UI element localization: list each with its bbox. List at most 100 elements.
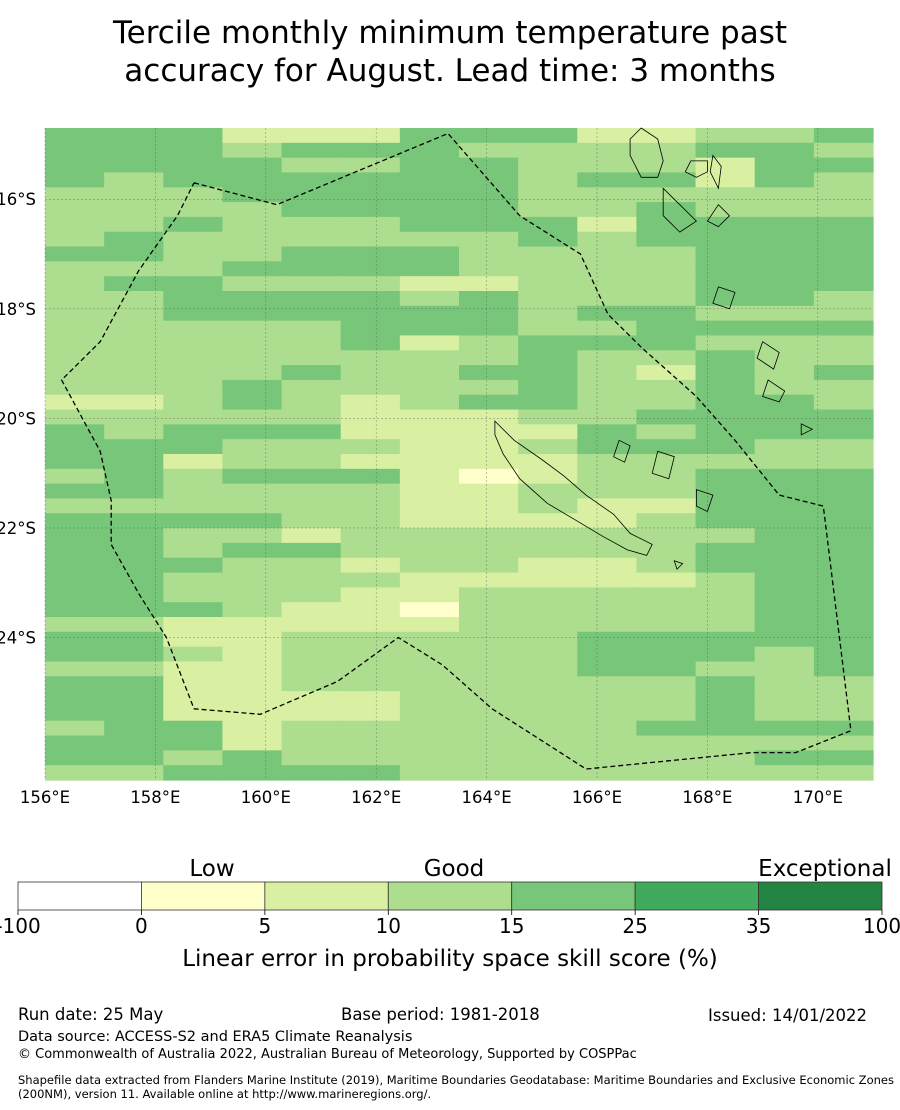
grid-cell (459, 765, 519, 781)
lat-tick-label: 16°S (0, 190, 36, 209)
grid-cell (281, 765, 342, 781)
grid-cell (163, 261, 224, 277)
grid-cell (104, 394, 164, 411)
coastlines (494, 127, 814, 570)
lat-tick-label: 24°S (0, 629, 36, 648)
grid-cell (163, 276, 224, 292)
grid-cell (281, 468, 342, 485)
colorbar-bin (634, 881, 759, 911)
grid-cell (163, 439, 224, 455)
grid-cell (104, 720, 164, 737)
grid-cell (459, 187, 519, 203)
grid-cell (163, 765, 224, 781)
grid-cell (222, 394, 283, 411)
grid-cell (695, 735, 756, 751)
grid-cell (104, 617, 164, 633)
grid-cell (163, 691, 224, 707)
grid-cell (45, 379, 105, 396)
grid-cell (459, 172, 519, 188)
eez-boundary-line (60, 132, 852, 770)
grid-cell (813, 631, 874, 648)
grid-cell (399, 409, 460, 425)
lon-tick-label: 166°E (572, 788, 622, 807)
grid-cell (636, 320, 697, 337)
grid-cell (518, 602, 578, 618)
grid-cell (695, 528, 756, 544)
grid-cell (518, 691, 578, 707)
grid-cell (813, 231, 874, 248)
grid-cell (163, 587, 224, 603)
grid-cell (399, 542, 460, 559)
grid-cell (577, 705, 638, 722)
issued-date: Issued: 14/01/2022 (708, 1006, 868, 1025)
grid-cell (518, 365, 578, 381)
grid-cell (518, 216, 578, 233)
grid-cell (459, 424, 519, 440)
grid-cell (163, 335, 224, 351)
grid-cell (399, 291, 460, 307)
grid-cell (104, 602, 164, 618)
grid-cell (577, 617, 638, 633)
grid-cell (636, 216, 697, 233)
grid-cell (695, 365, 756, 381)
grid-cell (459, 691, 519, 707)
data-source: Data source: ACCESS-S2 and ERA5 Climate … (18, 1029, 413, 1045)
grid-cell (45, 424, 105, 440)
grid-cell (518, 142, 578, 159)
grid-cell (281, 528, 342, 544)
grid-cell (399, 172, 460, 188)
grid-cell (754, 261, 815, 277)
grid-cell (45, 617, 105, 633)
grid-cell (636, 557, 697, 574)
grid-cell (754, 468, 815, 485)
grid-cell (104, 335, 164, 351)
grid-cell (813, 261, 874, 277)
grid-cell (695, 246, 756, 262)
grid-cell (104, 261, 164, 277)
grid-cell (399, 691, 460, 707)
grid-cell (695, 631, 756, 648)
grid-cell (518, 631, 578, 648)
grid-cell (399, 261, 460, 277)
grid-cell (695, 691, 756, 707)
grid-cell (399, 617, 460, 633)
grid-cell (459, 157, 519, 174)
grid-cell (813, 350, 874, 366)
grid-cell (281, 231, 342, 248)
grid-cell (636, 617, 697, 633)
grid-cell (222, 454, 283, 470)
grid-cell (281, 557, 342, 574)
grid-cell (222, 631, 283, 648)
grid-cell (222, 202, 283, 218)
grid-cell (754, 572, 815, 588)
grid-cell (754, 379, 815, 396)
grid-cell (163, 216, 224, 233)
grid-cell (518, 498, 578, 514)
grid-cell (340, 439, 401, 455)
grid-cell (340, 142, 401, 159)
grid-cell (281, 631, 342, 648)
grid-cell (281, 646, 342, 663)
grid-cell (813, 291, 874, 307)
colorbar-category-label: Good (424, 856, 485, 882)
grid-cell (577, 765, 638, 781)
grid-cell (636, 261, 697, 277)
grid-cell (45, 305, 105, 322)
grid-cell (281, 305, 342, 322)
grid-cell (813, 454, 874, 470)
grid-cell (577, 735, 638, 751)
grid-cell (45, 409, 105, 425)
grid-cell (518, 157, 578, 174)
grid-cell (577, 691, 638, 707)
grid-cell (399, 750, 460, 766)
coastline (629, 127, 664, 178)
grid-cell (104, 365, 164, 381)
grid-cell (518, 720, 578, 737)
grid-cell (45, 468, 105, 485)
grid-cell (695, 454, 756, 470)
grid-cell (222, 305, 283, 322)
grid-cell (45, 557, 105, 574)
grid-cell (45, 128, 105, 144)
grid-cell (163, 128, 224, 144)
grid-cell (754, 350, 815, 366)
